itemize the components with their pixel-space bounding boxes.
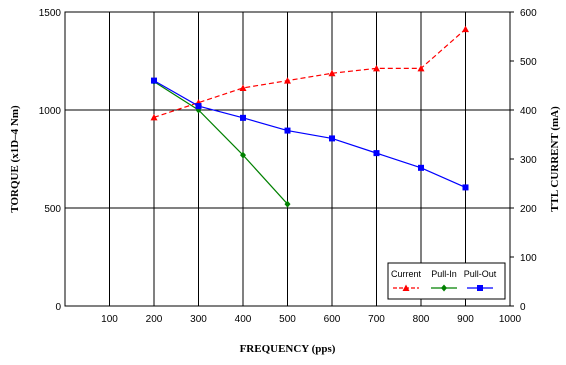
grid-layer	[65, 11, 511, 307]
x-axis-title: FREQUENCY (pps)	[240, 343, 336, 355]
x-tick-label-1: 200	[146, 314, 163, 325]
series-line-current	[153, 28, 466, 118]
y-right-tick-label-5: 500	[520, 57, 537, 68]
data-point-pull-out-4	[329, 135, 335, 142]
x-tick-label-5: 600	[324, 314, 341, 325]
data-point-current-5	[373, 64, 380, 72]
series-layer	[150, 25, 469, 208]
x-axis-ticks: 100 200 300 400 500 600 700 800 900 1000	[101, 314, 521, 325]
x-tick-label-6: 700	[368, 314, 385, 325]
legend-marker-pull-in	[441, 284, 447, 292]
legend-box	[387, 262, 506, 300]
y-right-axis-title: TTL CURRENT (mA)	[549, 106, 561, 212]
left-axis-ticks: 0 500 1000 1500	[39, 8, 62, 313]
data-point-current-2	[239, 84, 247, 91]
y-tick-label-1: 500	[44, 204, 61, 215]
x-tick-label-0: 100	[101, 314, 118, 325]
data-point-current-0	[150, 113, 158, 121]
data-point-pull-in-3	[284, 200, 291, 208]
legend-label-pull-in: Pull-In	[431, 269, 457, 279]
x-tick-label-9: 1000	[499, 314, 522, 325]
x-tick-label-3: 400	[235, 314, 252, 325]
data-point-pull-out-6	[418, 164, 424, 171]
series-line-pull-in	[153, 81, 288, 205]
y-right-tick-label-0: 0	[520, 302, 526, 313]
series-pull-in	[151, 78, 291, 208]
y-tick-label-2: 1000	[39, 106, 62, 117]
right-axis-ticks: 0 100 200 300 400 500 600	[510, 8, 537, 313]
legend-label-current: Current	[391, 269, 422, 279]
data-point-current-3	[284, 77, 291, 84]
y-right-tick-label-3: 300	[520, 155, 537, 166]
x-tick-label-4: 500	[279, 314, 296, 325]
y-right-tick-label-2: 200	[520, 204, 537, 215]
x-tick-label-7: 800	[413, 314, 430, 325]
legend-marker-pull-out	[477, 285, 483, 291]
data-point-current-6	[417, 64, 425, 72]
data-point-pull-in-2	[240, 151, 246, 159]
x-tick-label-2: 300	[190, 314, 207, 325]
legend-label-pull-out: Pull-Out	[464, 269, 497, 279]
data-point-current-7	[462, 25, 469, 33]
data-point-pull-out-3	[284, 127, 291, 134]
data-point-pull-out-2	[240, 114, 246, 121]
y-tick-label-3: 1500	[39, 8, 62, 19]
x-tick-label-8: 900	[457, 314, 474, 325]
y-right-tick-label-4: 400	[520, 106, 537, 117]
series-pull-out	[151, 77, 469, 191]
y-right-tick-label-1: 100	[520, 253, 537, 264]
y-axis-title: TORQUE (x1D–4 Nm)	[9, 105, 21, 213]
series-line-pull-out	[153, 80, 466, 188]
data-point-pull-out-5	[373, 150, 380, 157]
legend: Current Pull-In Pull-Out	[387, 262, 506, 300]
data-point-pull-out-7	[462, 184, 469, 191]
data-point-pull-out-0	[151, 77, 157, 84]
y-right-tick-label-6: 600	[520, 8, 537, 19]
legend-marker-current	[402, 284, 410, 291]
y-tick-label-0: 0	[55, 302, 61, 313]
data-point-pull-out-1	[195, 103, 202, 110]
data-point-current-4	[328, 69, 336, 77]
